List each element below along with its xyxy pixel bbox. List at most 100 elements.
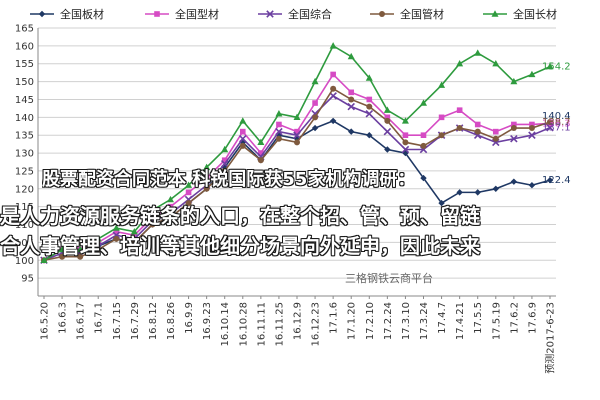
data-point [221,145,229,153]
y-tick-label: 145 [15,95,34,106]
data-point [528,125,535,132]
data-point [112,224,120,231]
data-point [203,175,210,181]
data-point [528,70,536,78]
x-tick-label: 16.12.9 [293,302,304,340]
end-value-label: 138.7 [542,117,571,128]
data-point [167,214,174,221]
data-point [239,135,247,143]
data-point [38,10,46,18]
legend-item: 全国管材 [370,7,444,21]
data-point [492,135,499,142]
data-point [131,239,138,246]
data-point [220,160,229,168]
data-point [383,127,392,136]
x-tick-label: 17.5.5 [473,302,484,334]
data-point [528,182,536,189]
data-point [528,131,536,139]
data-point [420,99,427,106]
data-point [420,142,427,149]
data-point [438,114,445,121]
data-point [113,235,120,242]
legend-label: 全国板材 [60,7,104,21]
data-point [348,89,355,96]
x-axis-ticks: 16.5.20 16.6.3 16.6.17 16.7.1 16.7.15 16.7.29… [40,296,557,374]
data-point [76,245,84,253]
data-point [167,203,174,210]
x-tick-label: 17.5.19 [491,302,502,340]
data-point [239,128,246,135]
data-point [185,181,193,188]
data-point [546,177,554,184]
x-tick-label: 16.5.20 [40,302,51,340]
data-point [203,163,211,171]
data-point [154,11,160,17]
data-point [456,60,464,67]
data-point [330,71,336,78]
x-tick-label: 预测2017-6-23 [544,302,557,374]
data-point [474,121,481,128]
data-point [77,253,84,260]
data-point [239,117,247,124]
data-point [294,128,300,135]
data-point [59,253,66,260]
legend: 全国板材 全国型材 全国综合 全国管材 全国长材 [30,7,557,21]
data-point [510,77,518,85]
data-point [312,100,318,106]
legend-label: 全国管材 [400,7,444,21]
y-tick-label: 150 [15,77,34,88]
data-point [347,52,355,60]
x-tick-label: 17.4.21 [455,302,466,340]
data-point [266,10,274,18]
data-point [185,189,192,196]
y-tick-label: 160 [15,41,34,52]
data-point [401,145,410,154]
data-point [149,221,156,228]
data-point [294,139,300,146]
data-point [275,127,283,136]
legend-item: 全国长材 [483,7,557,21]
data-point [402,139,409,146]
y-tick-label: 105 [15,238,34,249]
end-value-label: 154.2 [542,62,571,73]
end-value-label: 137.1 [542,123,571,134]
data-point [221,167,228,174]
data-point [383,106,391,113]
data-point [293,131,301,139]
data-point [221,157,228,164]
data-point [40,256,48,263]
data-point [257,138,265,146]
data-point [510,135,518,143]
data-point [257,157,264,164]
y-tick-label: 135 [15,131,34,142]
x-tick-label: 17.1.6 [329,302,340,334]
data-point [329,42,337,49]
data-point [58,245,66,253]
data-point [293,113,301,121]
data-point [546,123,554,132]
data-point [510,125,517,132]
data-point [438,81,446,88]
data-point [546,62,554,70]
y-tick-label: 165 [15,24,34,35]
data-point [275,135,282,142]
plot-area [38,28,556,296]
data-point [492,128,499,135]
data-point [474,49,482,56]
data-point [511,121,517,128]
data-point [365,109,374,118]
end-value-label: 140.4 [542,111,571,122]
x-tick-label: 16.8.12 [148,302,159,340]
x-tick-label: 16.6.3 [58,302,69,334]
x-tick-label: 16.8.26 [166,302,177,340]
data-point [94,235,102,242]
data-point [547,118,553,125]
data-point [474,128,481,135]
legend-label: 全国型材 [175,7,219,21]
y-tick-label: 120 [15,184,34,195]
watermark-text: 三格钢铁云商平台 [345,271,433,285]
legend-item: 全国综合 [258,7,332,21]
legend-item: 全国型材 [145,7,219,21]
x-tick-label: 17.2.24 [383,302,394,340]
